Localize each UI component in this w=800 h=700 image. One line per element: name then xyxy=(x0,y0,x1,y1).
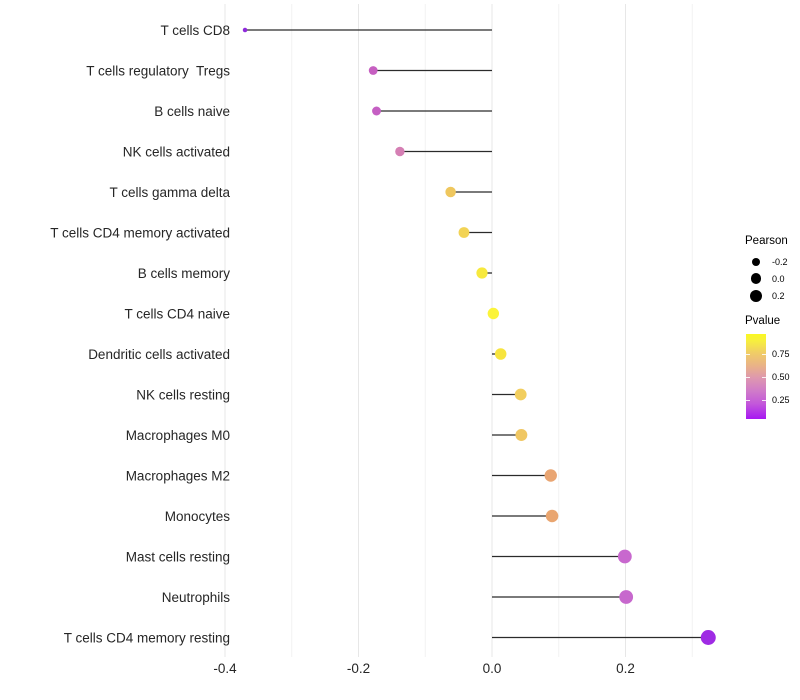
size-legend-entry: 0.2 xyxy=(743,287,799,304)
y-axis-label: Macrophages M0 xyxy=(126,428,230,443)
colorbar-tick xyxy=(746,354,750,355)
size-legend-entries: -0.2 0.0 0.2 xyxy=(743,253,799,304)
y-axis-label: T cells CD8 xyxy=(160,23,230,38)
size-legend-entry: 0.0 xyxy=(743,270,799,287)
legend-size-dot-icon xyxy=(750,289,762,302)
x-axis-tick-label: -0.2 xyxy=(347,661,370,676)
colorbar-tick xyxy=(762,400,766,401)
data-point-dot xyxy=(368,66,378,75)
y-axis-label: Macrophages M2 xyxy=(126,468,230,483)
data-point-dot xyxy=(242,27,248,33)
legend-panel: Pearson -0.2 0.0 0.2 Pvalue 0. xyxy=(743,235,799,419)
y-axis-label: B cells naive xyxy=(154,104,230,119)
data-point-dot xyxy=(515,429,528,441)
colorbar-tick xyxy=(746,377,750,378)
pvalue-colorbar: 0.75 0.50 0.25 xyxy=(743,334,799,419)
x-axis-tick-label: 0.0 xyxy=(483,661,502,676)
data-point-dot xyxy=(617,549,632,564)
data-point-dot xyxy=(476,267,488,279)
pvalue-gradient-bar xyxy=(746,334,766,419)
y-axis-label: NK cells activated xyxy=(123,144,230,159)
legend-size-dot-icon xyxy=(750,273,762,284)
size-legend-value: 0.0 xyxy=(772,273,785,284)
data-point-dot xyxy=(445,186,456,198)
size-legend-entry: -0.2 xyxy=(743,253,799,270)
data-point-dot xyxy=(458,227,470,238)
y-axis-label: T cells CD4 memory activated xyxy=(50,225,230,240)
legend-size-dot-icon xyxy=(752,257,760,266)
y-axis-label: T cells CD4 memory resting xyxy=(64,630,230,645)
colorbar-label: 0.50 xyxy=(772,371,790,382)
colorbar-tick xyxy=(746,400,750,401)
y-axis-label: Dendritic cells activated xyxy=(88,347,230,362)
y-axis-label: NK cells resting xyxy=(136,387,230,402)
size-legend-value: 0.2 xyxy=(772,290,785,301)
data-point-dot xyxy=(544,469,557,482)
data-point-dot xyxy=(619,590,634,604)
y-axis-label: T cells gamma delta xyxy=(109,185,230,200)
colorbar-tick xyxy=(762,354,766,355)
data-point-dot xyxy=(545,509,559,523)
data-point-dot xyxy=(372,106,381,116)
x-axis-tick-label: 0.2 xyxy=(616,661,635,676)
x-axis-tick-label: -0.4 xyxy=(213,661,237,676)
size-legend-title: Pearson xyxy=(745,235,788,247)
y-axis-label: Neutrophils xyxy=(162,590,231,605)
y-axis-label: Mast cells resting xyxy=(126,549,230,564)
size-legend-value: -0.2 xyxy=(772,256,788,267)
y-axis-label: T cells CD4 naive xyxy=(124,306,230,321)
y-axis-label: B cells memory xyxy=(138,266,231,281)
color-legend-title: Pvalue xyxy=(745,315,781,327)
data-point-dot xyxy=(395,146,405,157)
y-axis-label: T cells regulatory Tregs xyxy=(86,63,230,78)
data-point-dot xyxy=(494,348,507,360)
colorbar-label: 0.25 xyxy=(772,394,790,405)
y-axis-label: Monocytes xyxy=(165,509,231,524)
colorbar-label: 0.75 xyxy=(772,348,790,359)
data-point-dot xyxy=(487,307,500,320)
data-point-dot xyxy=(700,630,716,645)
colorbar-tick xyxy=(762,377,766,378)
data-point-dot xyxy=(514,388,527,401)
